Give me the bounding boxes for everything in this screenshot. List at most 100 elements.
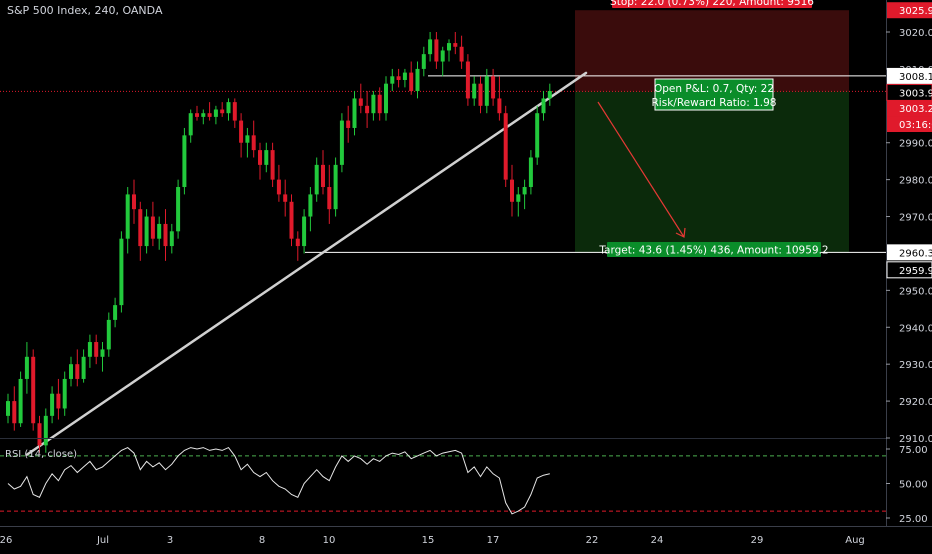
- candle-body: [289, 201, 294, 239]
- candle-body: [434, 39, 439, 62]
- rsi-title: RSI (14, close): [5, 449, 78, 460]
- candle-body: [75, 364, 80, 379]
- time-tick-label: 22: [586, 535, 599, 546]
- candle-body: [333, 164, 338, 210]
- candle-body: [440, 50, 445, 62]
- candle-body: [459, 46, 464, 62]
- current-price-badge-bg: [887, 100, 932, 117]
- candle-body: [132, 194, 136, 210]
- price-tick-label: 2950.0: [899, 286, 932, 297]
- price-tick-label: 2980.0: [899, 176, 932, 187]
- candle-body: [339, 120, 344, 165]
- candle-body: [428, 39, 433, 55]
- stop-label: Stop: 22.0 (0.73%) 220, Amount: 9516: [610, 0, 814, 8]
- candle-body: [415, 68, 420, 92]
- stop-label-text: Stop: 22.0 (0.73%) 220, Amount: 9516: [610, 0, 814, 8]
- candle-body: [327, 187, 332, 210]
- candle-body: [484, 76, 489, 106]
- candle-body: [522, 187, 527, 195]
- candle-body: [528, 157, 533, 188]
- target-label: Target: 43.6 (1.45%) 436, Amount: 10959.…: [598, 242, 829, 257]
- price-tick-label: 2930.0: [899, 360, 932, 371]
- candle-body: [516, 194, 521, 202]
- candle-body: [541, 98, 546, 114]
- risk-reward-text: Risk/Reward Ratio: 1.98: [652, 97, 777, 109]
- candle-body: [510, 179, 514, 202]
- candle-body: [220, 109, 225, 114]
- time-tick-label: 10: [323, 535, 336, 546]
- candle-body: [453, 43, 458, 47]
- stop-price-badge-text: 3025.9: [899, 6, 932, 17]
- candle-body: [396, 76, 401, 80]
- time-tick-label: Aug: [845, 535, 865, 546]
- candle-body: [295, 238, 300, 247]
- candle-body: [402, 72, 407, 80]
- candle-body: [321, 164, 325, 188]
- price-tick-label: 2970.0: [899, 213, 932, 224]
- pnl-text: Open P&L: 0.7, Qty: 22: [654, 83, 774, 95]
- target-label-bg: [607, 242, 821, 257]
- support-price-badge-bg: [886, 261, 932, 279]
- candle-body: [491, 76, 496, 99]
- time-tick-label: 26: [0, 535, 12, 546]
- target-label-text: Target: 43.6 (1.45%) 436, Amount: 10959.…: [598, 245, 828, 257]
- support-price-badge: 2959.9: [886, 261, 932, 279]
- candle-body: [87, 342, 92, 357]
- candle-body: [81, 356, 86, 379]
- target-price-badge-bg: [887, 244, 932, 261]
- candle-body: [12, 401, 17, 424]
- candle-body: [119, 238, 124, 306]
- rsi-line: [7, 446, 550, 515]
- candle-body: [100, 349, 105, 357]
- target-price-badge: 2960.3: [887, 244, 932, 261]
- candle-body: [50, 393, 55, 416]
- candle-body: [377, 94, 382, 114]
- candle-body: [421, 54, 426, 69]
- candle-body: [150, 216, 155, 239]
- candle-body: [352, 98, 357, 128]
- price-tick-label: 2920.0: [899, 397, 932, 408]
- candle-body: [232, 102, 237, 121]
- candle-body: [182, 135, 187, 188]
- time-tick-label: 8: [259, 535, 265, 546]
- candle-body: [144, 216, 149, 247]
- candle-body: [207, 113, 212, 117]
- candle-body: [270, 150, 275, 180]
- candle-body: [106, 319, 111, 350]
- candle-body: [276, 179, 281, 195]
- current-price-badge: 3003.2: [887, 100, 932, 117]
- candle-body: [472, 83, 477, 99]
- candle-body: [169, 231, 174, 247]
- time-tick-label: 24: [651, 535, 664, 546]
- resistance-price-badge-text: 3008.1: [899, 72, 932, 83]
- profit-target-zone: [575, 91, 849, 253]
- candle-body: [62, 378, 67, 409]
- resistance-price-badge-bg: [887, 67, 932, 84]
- candle-body: [125, 194, 130, 239]
- entry-price-badge: 3003.9: [886, 83, 932, 101]
- candle-body: [365, 105, 370, 114]
- candle-body: [371, 94, 376, 114]
- stop-loss-zone: [575, 10, 849, 92]
- pnl-label: Open P&L: 0.7, Qty: 22 Risk/Reward Ratio:…: [652, 78, 777, 111]
- candle-body: [314, 164, 319, 195]
- candle-body: [251, 135, 256, 151]
- candle-body: [535, 113, 540, 158]
- candle-body: [478, 83, 483, 106]
- candle-body: [24, 356, 29, 379]
- candle-body: [239, 120, 244, 143]
- rsi-tick-label: 50.00: [899, 480, 928, 491]
- projection-arrow-head: [675, 227, 686, 238]
- candle-body: [69, 364, 73, 379]
- support-price-badge-text: 2959.9: [899, 266, 932, 277]
- candle-body: [264, 150, 269, 165]
- candle-body: [503, 113, 508, 180]
- countdown-badge-text: 03:16:01: [899, 120, 932, 131]
- candle-body: [113, 305, 118, 320]
- resistance-price-badge: 3008.1: [887, 67, 932, 84]
- price-tick-label: 2990.0: [899, 139, 932, 150]
- time-tick-label: 15: [422, 535, 435, 546]
- target-price-badge-text: 2960.3: [899, 248, 932, 259]
